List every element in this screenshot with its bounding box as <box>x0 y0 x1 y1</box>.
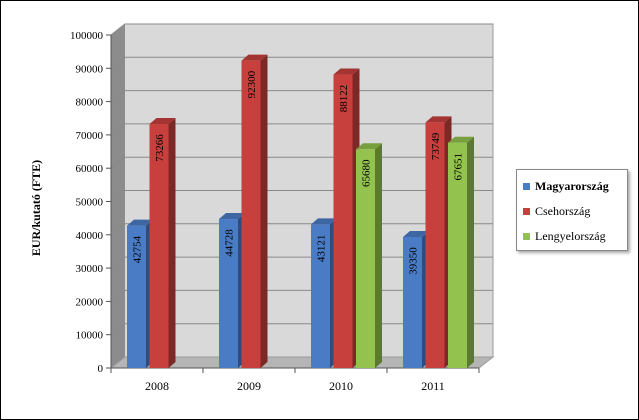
data-label: 88122 <box>338 85 350 113</box>
gridline <box>110 56 493 69</box>
y-tick-label: 10000 <box>76 330 104 342</box>
legend-item-lengyelorszag: Lengyelország <box>523 228 606 244</box>
bar <box>356 143 382 368</box>
x-tick-label: 2008 <box>145 379 169 393</box>
y-tick-label: 0 <box>98 363 104 375</box>
y-tick-label: 70000 <box>76 130 104 142</box>
data-label: 92300 <box>246 70 258 98</box>
x-tick-label: 2010 <box>329 379 353 393</box>
data-label: 43121 <box>316 235 328 263</box>
y-tick-labels: 0 10000 20000 30000 40000 50000 60000 70000 8000… <box>70 30 112 375</box>
data-label: 65680 <box>361 159 373 187</box>
y-tick-label: 80000 <box>76 97 104 109</box>
y-tick-label: 60000 <box>76 163 104 175</box>
y-tick-label: 20000 <box>76 296 104 308</box>
legend-label-lengyelorszag: Lengyelország <box>535 228 606 243</box>
y-tick-label: 50000 <box>76 197 104 209</box>
legend-label-csehorszag: Csehország <box>535 203 591 218</box>
legend-item-magyarorszag: Magyarország <box>523 178 609 194</box>
data-labels: 42754 73266 44728 92300 43121 88122 65680 39350… <box>132 70 465 274</box>
legend-item-csehorszag: Csehország <box>523 203 590 219</box>
y-tick-label: 30000 <box>76 263 104 275</box>
y-axis-label: EUR/kutató (FTE) <box>29 160 43 256</box>
legend-swatch-magyarorszag <box>523 182 530 190</box>
legend-swatch-lengyelorszag <box>523 232 530 240</box>
data-label: 42754 <box>132 235 144 263</box>
data-label: 67651 <box>453 153 465 181</box>
bar <box>149 118 176 368</box>
x-tick-label: 2011 <box>421 379 445 393</box>
y-tick-label: 90000 <box>76 63 104 75</box>
gridline <box>110 90 493 102</box>
bars <box>127 54 474 369</box>
chart-walls <box>109 23 495 370</box>
y-tick-label: 100000 <box>70 30 104 42</box>
x-tick-labels: 2008 2009 2010 2011 <box>110 367 480 393</box>
data-label: 39350 <box>408 247 420 275</box>
data-label: 73266 <box>154 134 166 162</box>
bar <box>241 54 268 369</box>
legend: Magyarország Csehország Lengyelország <box>516 169 628 251</box>
y-tick-label: 40000 <box>76 230 104 242</box>
data-label: 44728 <box>224 229 236 257</box>
gridline <box>110 23 493 36</box>
bar <box>448 136 474 368</box>
legend-swatch-csehorszag <box>523 207 530 215</box>
data-label: 73749 <box>430 132 442 160</box>
x-tick-label: 2009 <box>237 379 261 393</box>
legend-label-magyarorszag: Magyarország <box>535 178 609 193</box>
gridline <box>110 123 493 136</box>
bar <box>333 68 360 368</box>
